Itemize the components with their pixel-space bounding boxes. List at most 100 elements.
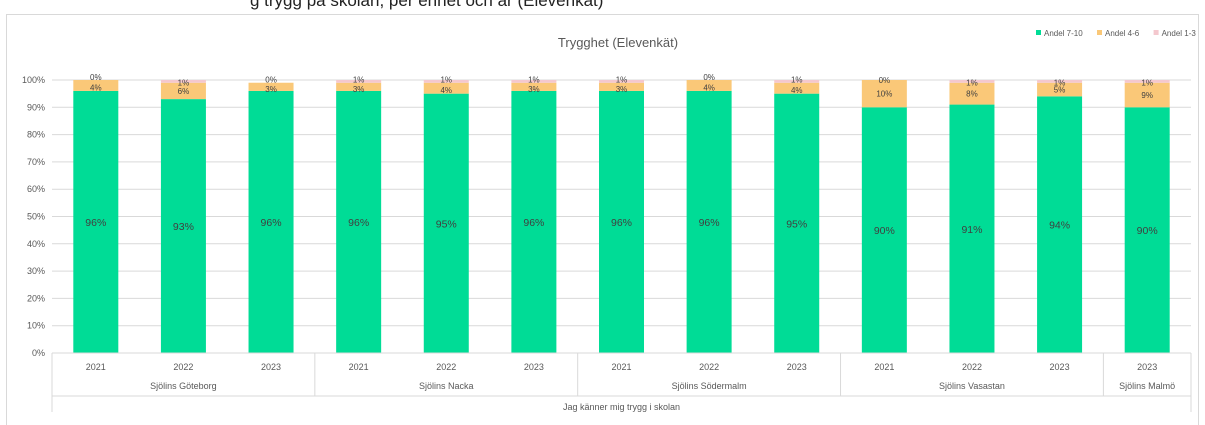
bar-segment [686,80,732,91]
data-label: 3% [528,85,540,94]
x-group-label: Sjölins Göteborg [150,381,217,391]
bar-segment [160,80,206,83]
bar-segment [423,82,469,94]
y-tick-label: 40% [27,239,45,249]
chart-title: Trygghet (Elevenkät) [558,35,678,50]
x-axis: 2021 2022 2023 2021 2022 2023 2021 2022 2023 2021… [51,352,1192,412]
bar-segment [686,90,732,354]
bar-segment [774,80,820,83]
data-label: 4% [90,83,102,92]
y-tick-label: 20% [27,293,45,303]
data-label: 96% [699,217,720,229]
bar-segment [511,82,557,91]
x-group-label: Sjölins Vasastan [939,381,1005,391]
y-tick-label: 80% [27,130,45,140]
data-label: 5% [1054,86,1066,95]
x-tick-label: 2023 [524,362,544,372]
bar-segment [1037,96,1083,353]
x-group-label: Sjölins Nacka [419,381,474,391]
legend-swatch [1036,30,1041,35]
y-tick-label: 60% [27,184,45,194]
x-tick-label: 2021 [874,362,894,372]
x-group-label: Sjölins Södermalm [672,381,747,391]
x-tick-label: 2022 [962,362,982,372]
legend-label: Andel 7-10 [1044,29,1083,38]
bar-segment [861,107,907,353]
bar-segment [599,90,644,354]
data-label: 1% [1141,79,1153,88]
bar-segment [511,80,557,83]
bar-segment [949,80,995,83]
data-label: 6% [178,87,190,96]
data-label: 96% [261,217,282,229]
y-tick-label: 10% [27,321,45,331]
data-label: 96% [85,217,106,229]
data-label: 1% [1054,79,1066,88]
x-tick-label: 2023 [1137,362,1157,372]
y-tick-label: 100% [22,75,45,85]
bars: 96%4%0%93%6%1%96%3%0%96%3%1%95%4%1%96%3%… [73,73,1170,354]
y-tick-label: 30% [27,266,45,276]
data-label: 94% [1049,220,1070,232]
x-tick-label: 2022 [699,362,719,372]
y-tick-label: 0% [32,348,45,358]
bar-segment [511,90,557,354]
bar-segment [1124,107,1170,353]
bar-segment [336,90,382,354]
data-label: 91% [961,224,982,236]
bar-segment [160,99,206,353]
legend: Andel 7-10 Andel 4-6 Andel 1-3 [1036,29,1196,38]
bar-segment [248,90,294,354]
data-label: 1% [353,76,365,85]
data-label: 9% [1141,91,1153,100]
x-tick-label: 2022 [173,362,193,372]
bar-segment [336,82,382,91]
data-label: 90% [874,225,895,237]
data-label: 0% [879,76,891,85]
data-label: 3% [616,85,628,94]
data-label: 0% [703,73,715,82]
data-label: 90% [1137,225,1158,237]
bar-segment [949,82,995,105]
x-tick-label: 2023 [261,362,281,372]
data-label: 3% [353,85,365,94]
bar-segment [774,82,820,94]
data-label: 4% [440,86,452,95]
data-label: 10% [876,90,892,99]
legend-label: Andel 4-6 [1105,29,1140,38]
x-tick-label: 2021 [349,362,369,372]
data-label: 8% [966,90,978,99]
data-label: 0% [90,73,102,82]
bar-segment [423,80,469,83]
data-label: 1% [440,76,452,85]
legend-label: Andel 1-3 [1162,29,1197,38]
bar-segment [248,82,294,91]
bar-segment [599,82,644,91]
data-label: 95% [436,218,457,230]
data-label: 1% [616,76,628,85]
x-tick-label: 2023 [787,362,807,372]
data-label: 1% [528,76,540,85]
data-label: 93% [173,221,194,233]
bar-segment [861,80,907,108]
legend-swatch [1153,30,1159,35]
bar-segment [1124,82,1170,108]
data-label: 95% [786,218,807,230]
legend-swatch [1097,30,1102,35]
y-axis: 0% 10% 20% 30% 40% 50% 60% 70% 80% 90% 100% [22,75,45,358]
header-fragment: g trygg på skolan, per enhet och år (Ele… [250,0,604,10]
bar-segment [949,104,995,353]
bar-segment [1124,80,1170,83]
data-label: 0% [265,76,277,85]
data-label: 1% [966,79,978,88]
bar-segment [1037,82,1083,97]
x-tick-label: 2021 [611,362,631,372]
x-tick-label: 2023 [1050,362,1070,372]
y-tick-label: 50% [27,212,45,222]
y-tick-label: 70% [27,157,45,167]
x-question-label: Jag känner mig trygg i skolan [563,402,680,412]
data-label: 3% [265,85,277,94]
bar-segment [73,80,119,91]
bar-segment [774,93,820,354]
